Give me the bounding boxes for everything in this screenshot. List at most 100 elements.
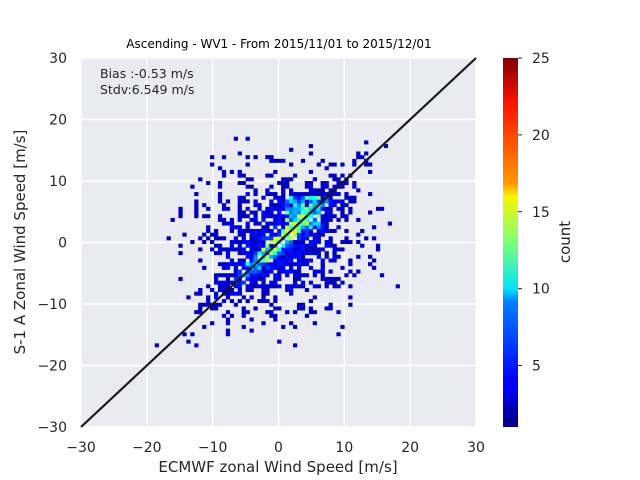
histogram-cell xyxy=(324,192,329,197)
histogram-cell xyxy=(269,199,274,204)
histogram-cell xyxy=(296,214,302,219)
histogram-cell xyxy=(269,221,274,226)
histogram-cell xyxy=(245,214,250,219)
histogram-cell xyxy=(257,236,262,241)
histogram-cell xyxy=(190,240,195,245)
histogram-cell xyxy=(296,269,302,274)
histogram-cell xyxy=(308,144,314,149)
histogram-cell xyxy=(356,151,361,156)
histogram-cell xyxy=(229,169,235,174)
histogram-cell xyxy=(194,210,199,215)
histogram-cell xyxy=(277,258,282,263)
histogram-cell xyxy=(281,192,286,197)
histogram-cell xyxy=(241,232,246,237)
histogram-cell xyxy=(261,236,266,241)
histogram-cell xyxy=(379,273,385,278)
colorbar-label: count xyxy=(556,221,574,263)
histogram-cell xyxy=(332,276,337,281)
histogram-cell xyxy=(383,144,389,149)
histogram-cell xyxy=(336,206,341,211)
histogram-cell xyxy=(233,136,238,141)
histogram-cell xyxy=(289,206,294,211)
histogram-cell xyxy=(249,288,254,292)
histogram-cell xyxy=(292,210,298,215)
histogram-cell xyxy=(340,206,345,211)
histogram-cell xyxy=(213,295,219,300)
histogram-cell xyxy=(198,302,203,307)
histogram-cell xyxy=(308,203,314,208)
histogram-cell xyxy=(217,280,223,285)
histogram-cell xyxy=(395,284,400,289)
histogram-cell xyxy=(289,203,294,208)
histogram-cell xyxy=(320,258,325,263)
histogram-cell xyxy=(308,299,314,304)
histogram-cell xyxy=(206,284,211,289)
histogram-cell xyxy=(277,269,282,274)
histogram-cell xyxy=(320,262,325,267)
histogram-cell xyxy=(320,217,325,222)
histogram-cell xyxy=(344,240,349,245)
histogram-cell xyxy=(292,324,298,329)
histogram-cell xyxy=(296,228,302,233)
histogram-cell xyxy=(277,214,282,219)
histogram-cell xyxy=(340,199,345,204)
histogram-cell xyxy=(257,265,262,270)
x-tick-label: 20 xyxy=(401,440,419,456)
histogram-cell xyxy=(292,269,298,274)
histogram-cell xyxy=(371,225,377,230)
histogram-cell xyxy=(340,214,345,219)
histogram-cell xyxy=(352,199,357,204)
histogram-cell xyxy=(316,188,321,193)
histogram-cell xyxy=(213,276,219,281)
histogram-cell xyxy=(292,276,298,281)
histogram-cell xyxy=(194,192,199,197)
histogram-cell xyxy=(257,243,262,248)
histogram-cell xyxy=(281,269,286,274)
histogram-cell xyxy=(312,232,317,237)
histogram-cell xyxy=(217,243,223,248)
histogram-cell xyxy=(285,184,290,189)
histogram-cell xyxy=(308,214,314,219)
histogram-cell xyxy=(241,173,246,178)
histogram-cell xyxy=(277,210,282,215)
histogram-cell xyxy=(300,210,306,215)
histogram-cell xyxy=(237,251,242,256)
histogram-cell xyxy=(202,214,207,219)
histogram-cell xyxy=(213,228,219,233)
histogram-cell xyxy=(308,169,314,174)
histogram-cell xyxy=(320,206,325,211)
histogram-cell xyxy=(186,339,191,344)
histogram-cell xyxy=(217,199,223,204)
histogram-cell xyxy=(289,217,294,222)
chart-title: Ascending - WV1 - From 2015/11/01 to 201… xyxy=(126,37,431,51)
y-tick-labels: −30 −20 −10 0 10 20 30 xyxy=(37,51,67,436)
histogram-cell xyxy=(340,173,345,178)
histogram-cell xyxy=(245,192,250,197)
histogram-cell xyxy=(217,288,223,292)
histogram-cell xyxy=(352,162,357,167)
histogram-cell xyxy=(217,251,223,256)
histogram-cell xyxy=(281,217,286,222)
histogram-cell xyxy=(273,158,278,163)
histogram-cell xyxy=(332,280,337,285)
histogram-cell xyxy=(229,273,235,278)
histogram-cell xyxy=(300,206,306,211)
histogram-cell xyxy=(253,269,258,274)
histogram-cell xyxy=(300,203,306,208)
histogram-cell xyxy=(253,188,258,193)
histogram-cell xyxy=(285,262,290,267)
histogram-cell xyxy=(265,299,270,304)
histogram-cell xyxy=(304,288,310,292)
histogram-cell xyxy=(296,254,302,259)
histogram-cell xyxy=(237,262,242,267)
histogram-cell xyxy=(292,284,298,289)
histogram-cell xyxy=(348,210,353,215)
histogram-cell xyxy=(320,273,325,278)
histogram-cell xyxy=(285,210,290,215)
histogram-cell xyxy=(265,210,270,215)
histogram-cell xyxy=(332,254,337,259)
histogram-cell xyxy=(217,284,223,289)
histogram-cell xyxy=(237,291,242,296)
histogram-cell xyxy=(316,240,321,245)
histogram-cell xyxy=(340,324,345,329)
